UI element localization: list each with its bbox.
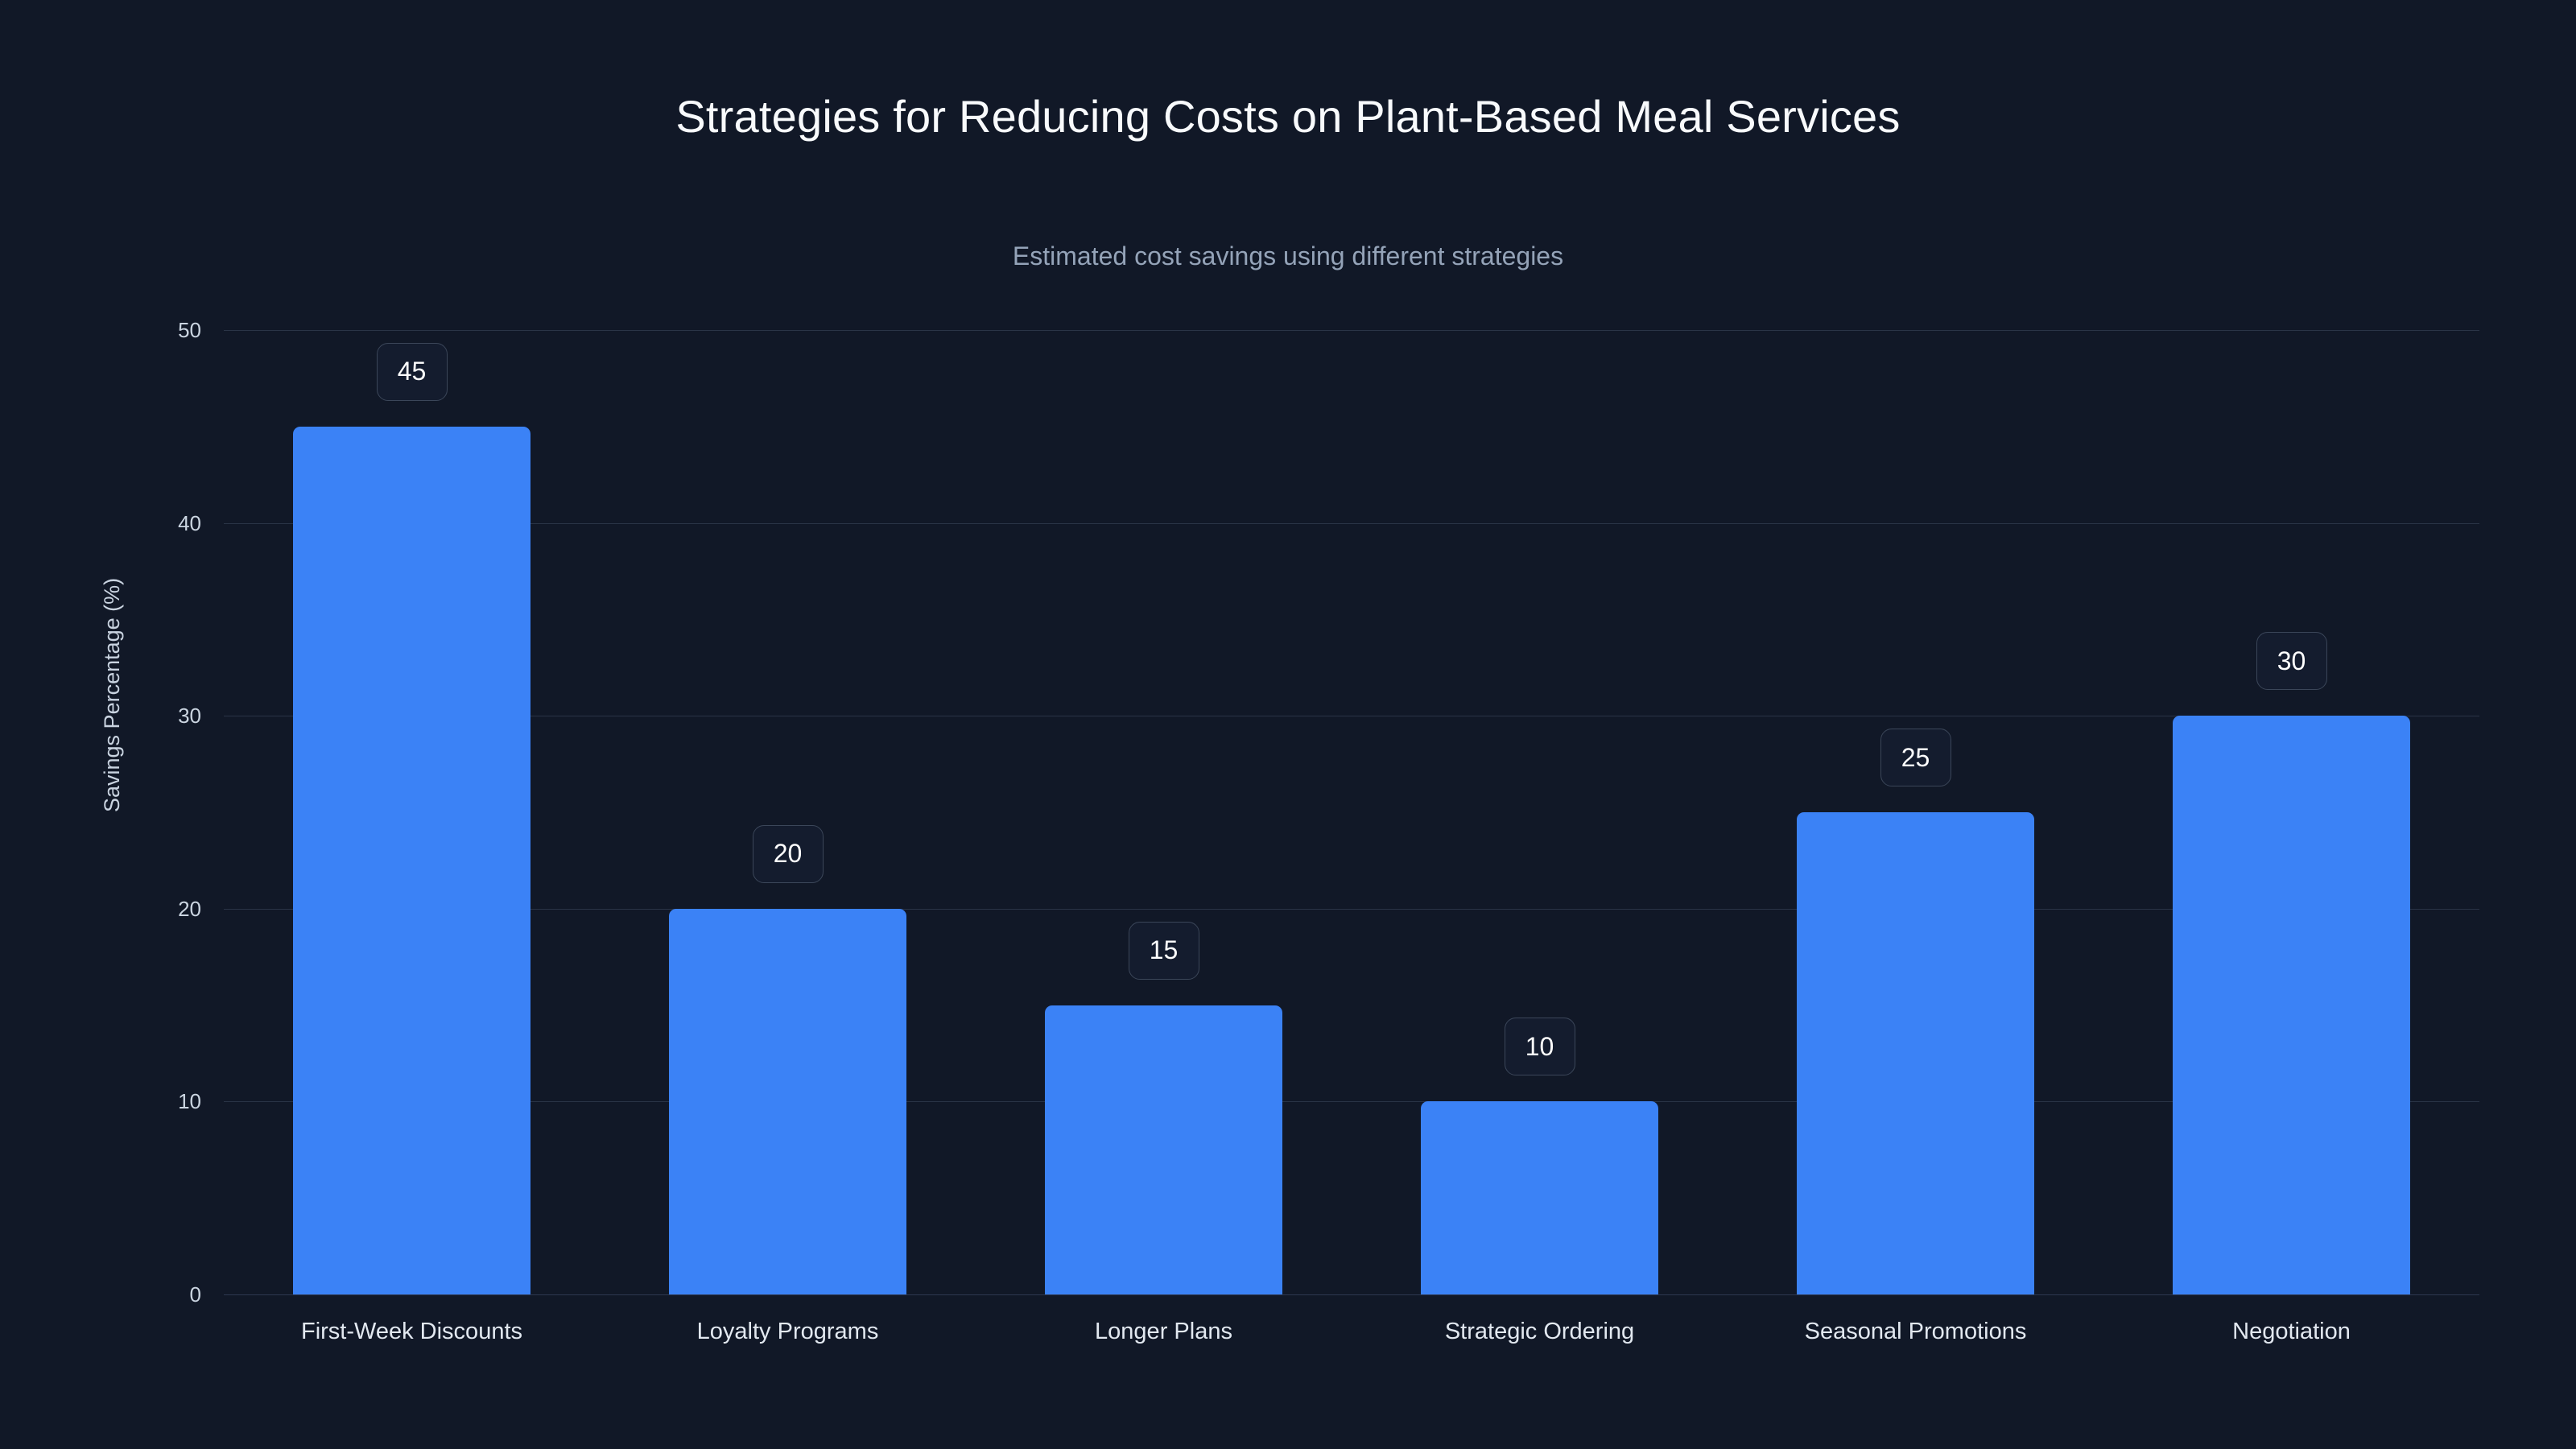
chart-title: Strategies for Reducing Costs on Plant-B… bbox=[675, 91, 1901, 142]
value-label-badge: 45 bbox=[376, 342, 448, 401]
chart-subtitle: Estimated cost savings using different s… bbox=[1012, 242, 1564, 270]
bar[interactable] bbox=[1421, 1101, 1658, 1294]
value-label-badge: 10 bbox=[1504, 1018, 1575, 1076]
y-tick-label-10: 10 bbox=[178, 1089, 201, 1114]
bar[interactable] bbox=[2173, 716, 2410, 1294]
gridline-0 bbox=[224, 1294, 2479, 1295]
y-tick-label-40: 40 bbox=[178, 510, 201, 535]
y-tick-label-20: 20 bbox=[178, 896, 201, 921]
x-tick-label: Longer Plans bbox=[1095, 1319, 1232, 1344]
x-tick-label: Seasonal Promotions bbox=[1804, 1319, 2027, 1344]
gridline-20 bbox=[224, 908, 2479, 910]
x-tick-label: First-Week Discounts bbox=[300, 1319, 523, 1344]
x-tick-label: Negotiation bbox=[2232, 1319, 2351, 1344]
x-tick-label: Loyalty Programs bbox=[696, 1319, 879, 1344]
y-axis-title: Savings Percentage (%) bbox=[100, 577, 124, 812]
bar[interactable] bbox=[1797, 812, 2034, 1294]
value-label-badge: 20 bbox=[752, 824, 824, 883]
plot-area bbox=[224, 330, 2479, 1295]
y-tick-label-50: 50 bbox=[178, 318, 201, 342]
bar[interactable] bbox=[1045, 1005, 1282, 1294]
bar[interactable] bbox=[293, 426, 530, 1294]
value-label-badge: 15 bbox=[1128, 921, 1199, 980]
y-tick-label-0: 0 bbox=[189, 1282, 201, 1307]
gridline-50 bbox=[224, 330, 2479, 331]
value-label-badge: 25 bbox=[1880, 729, 1951, 786]
x-tick-label: Strategic Ordering bbox=[1444, 1319, 1635, 1344]
y-tick-label-30: 30 bbox=[178, 704, 201, 729]
gridline-40 bbox=[224, 522, 2479, 524]
gridline-10 bbox=[224, 1101, 2479, 1103]
value-label-badge: 30 bbox=[2256, 632, 2327, 691]
bar[interactable] bbox=[669, 908, 906, 1294]
